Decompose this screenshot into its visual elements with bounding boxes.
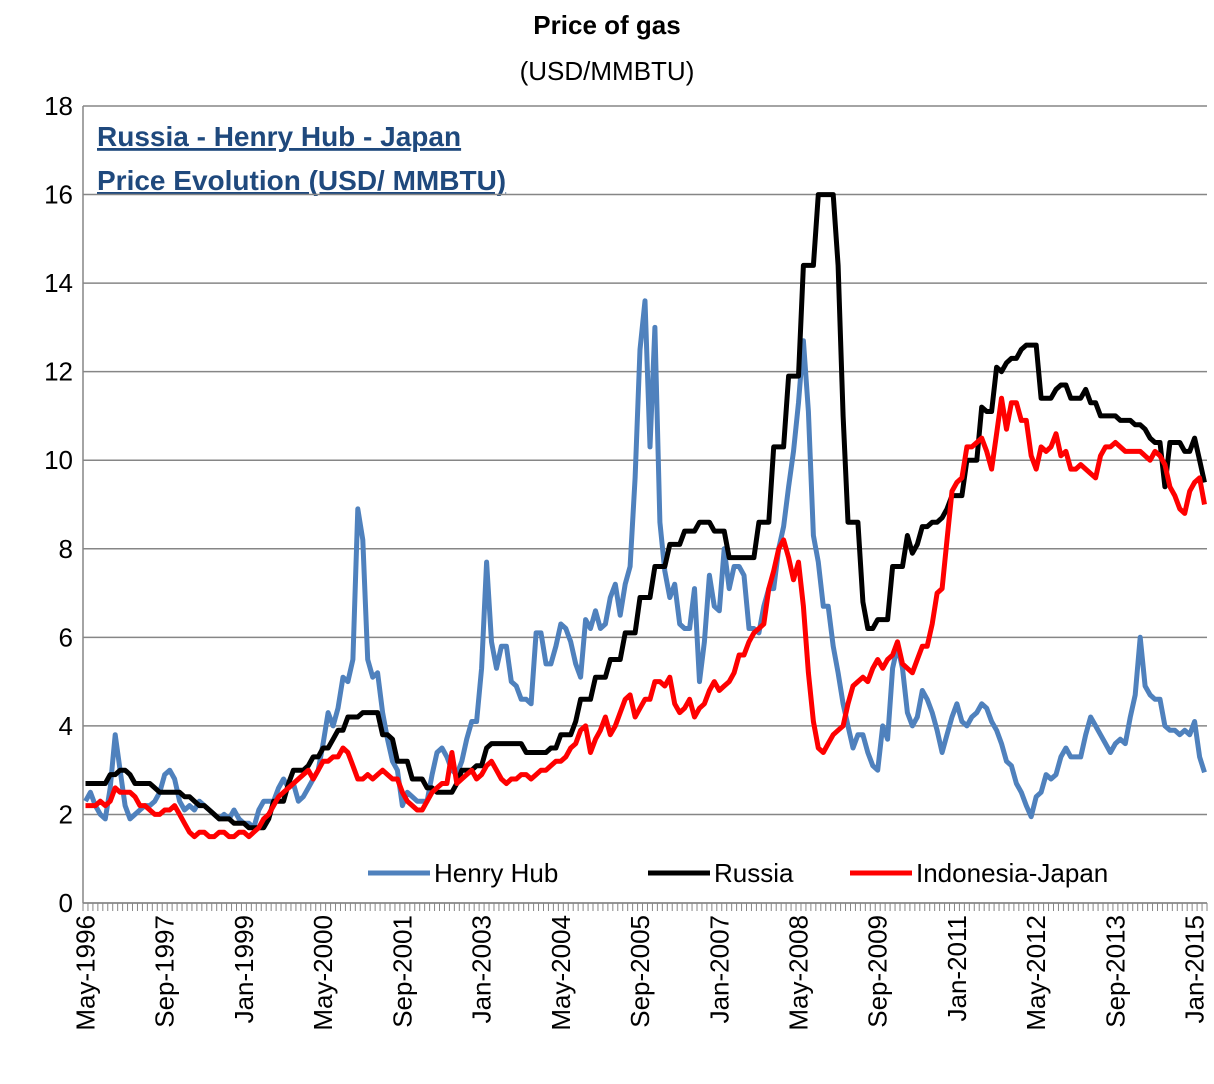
annotation: Russia - Henry Hub - Japan	[97, 121, 461, 152]
legend-label: Russia	[714, 858, 794, 888]
y-tick-label: 18	[44, 91, 73, 121]
x-tick-label: May-2004	[546, 915, 576, 1031]
legend-label: Indonesia-Japan	[916, 858, 1108, 888]
series-line	[85, 192, 1207, 831]
y-tick-label: 8	[59, 534, 73, 564]
x-tick-label: Sep-2009	[863, 915, 893, 1028]
x-tick-label: May-1996	[70, 915, 100, 1031]
series-line	[85, 395, 1207, 840]
x-tick-label: May-2012	[1021, 915, 1051, 1031]
x-tick-label: Sep-2005	[625, 915, 655, 1028]
x-tick-label: Jan-2015	[1180, 915, 1210, 1023]
y-tick-label: 10	[44, 445, 73, 475]
x-tick-label: Jan-1999	[229, 915, 259, 1023]
y-tick-label: 4	[59, 711, 73, 741]
x-tick-label: Jan-2011	[942, 915, 972, 1022]
y-tick-label: 2	[59, 799, 73, 829]
annotation: Price Evolution (USD/ MMBTU)	[97, 165, 506, 196]
series-line	[83, 298, 1207, 831]
y-tick-label: 16	[44, 180, 73, 210]
chart-title: Price of gas	[533, 10, 680, 40]
chart-subtitle: (USD/MMBTU)	[520, 56, 695, 86]
x-tick-label: Jan-2003	[467, 915, 497, 1023]
y-tick-label: 12	[44, 357, 73, 387]
y-tick-label: 14	[44, 268, 73, 298]
x-tick-label: Jan-2007	[704, 915, 734, 1023]
x-tick-label: Sep-2001	[387, 915, 417, 1028]
x-tick-label: May-2000	[308, 915, 338, 1031]
legend-label: Henry Hub	[434, 858, 558, 888]
x-tick-label: Sep-2013	[1100, 915, 1130, 1028]
y-tick-label: 0	[59, 888, 73, 918]
x-tick-label: Sep-1997	[150, 915, 180, 1028]
x-tick-label: May-2008	[783, 915, 813, 1031]
y-tick-label: 6	[59, 622, 73, 652]
